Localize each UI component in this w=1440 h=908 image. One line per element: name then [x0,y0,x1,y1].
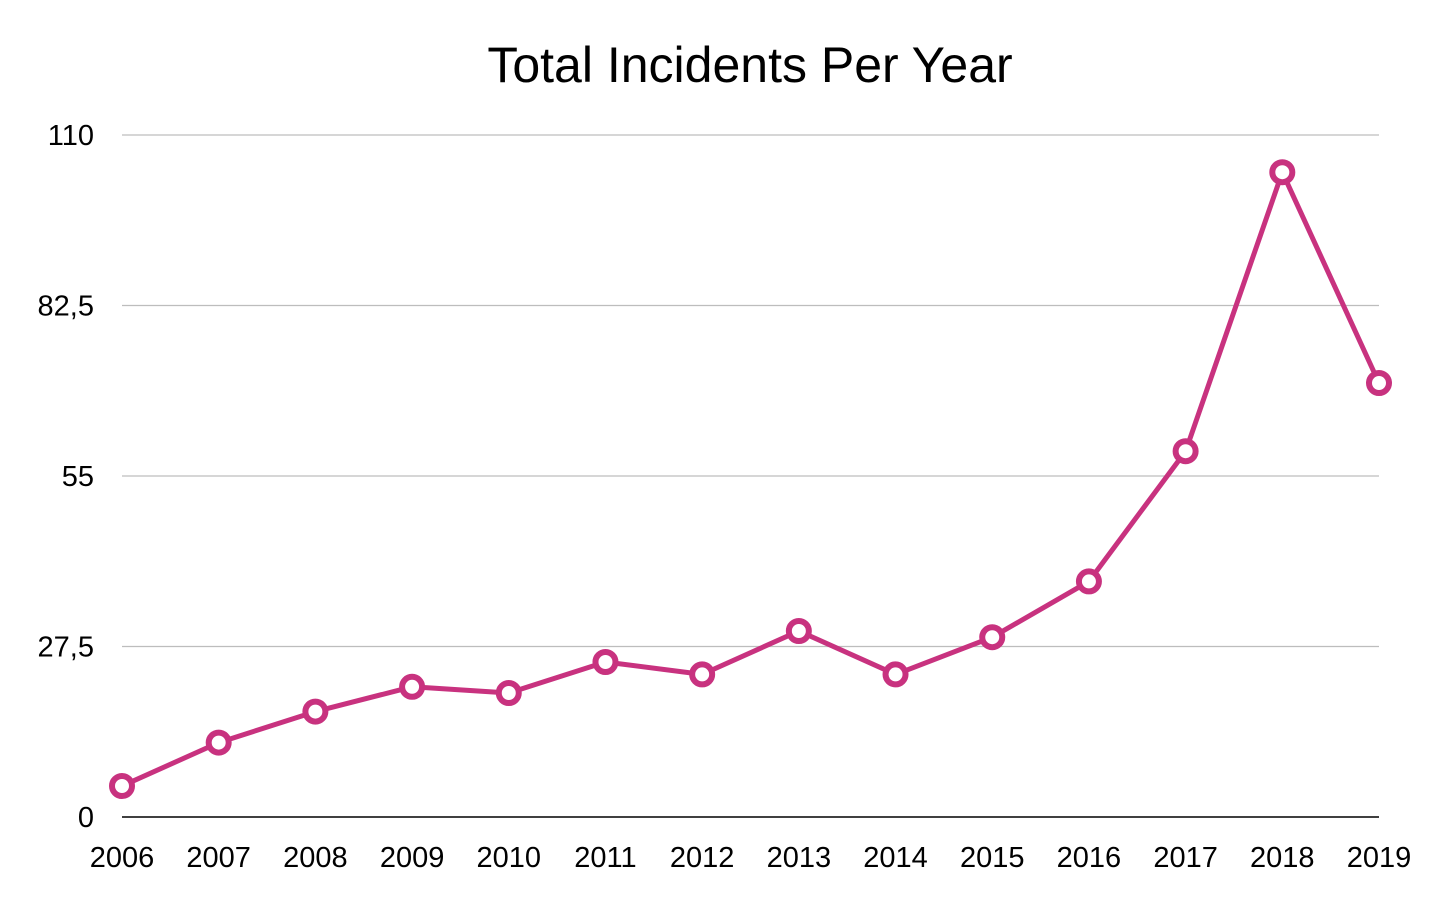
y-tick-label: 55 [62,461,94,493]
data-point [979,624,1006,651]
data-point [592,649,619,675]
data-point [399,673,426,700]
y-tick-label: 110 [48,120,94,152]
y-tick-label: 27,5 [38,632,94,664]
x-tick-label: 2006 [90,842,155,874]
data-point [109,773,135,799]
data-point [785,618,812,644]
x-tick-label: 2019 [1347,842,1412,874]
x-tick-label: 2010 [477,842,542,874]
x-tick-label: 2016 [1057,842,1122,874]
grid-lines [122,134,1379,648]
data-point [1172,438,1199,465]
series-line [119,169,1382,789]
data-point [302,698,329,725]
chart-title: Total Incidents Per Year [487,37,1012,93]
x-tick-label: 2009 [380,842,445,874]
y-tick-label: 82,5 [38,291,94,323]
data-point [1366,370,1392,396]
x-tick-label: 2007 [186,842,251,874]
y-axis-tick-labels: 0 27,5 55 82,5 110 [38,120,94,834]
x-tick-label: 2018 [1250,842,1315,874]
x-tick-label: 2013 [767,842,832,874]
x-tick-label: 2015 [960,842,1025,874]
data-point [1269,159,1296,186]
x-tick-label: 2014 [863,842,928,874]
data-point [1075,568,1102,595]
x-tick-label: 2011 [574,842,636,874]
data-point [205,729,232,756]
x-tick-label: 2012 [670,842,735,874]
data-point [882,661,909,688]
x-axis-tick-labels: 2006 2007 2008 2009 2010 2011 2012 2013 2014 2015… [90,842,1412,874]
series-layer [109,159,1392,799]
data-point [495,680,522,706]
x-tick-label: 2017 [1153,842,1218,874]
y-tick-label: 0 [78,802,94,834]
x-tick-label: 2008 [283,842,348,874]
data-point [689,661,716,688]
